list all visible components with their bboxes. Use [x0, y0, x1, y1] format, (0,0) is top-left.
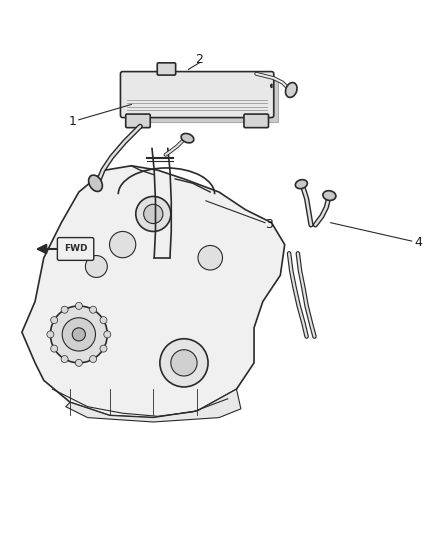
- Circle shape: [198, 246, 223, 270]
- Ellipse shape: [286, 83, 297, 98]
- Text: 2: 2: [195, 53, 203, 66]
- Circle shape: [110, 231, 136, 258]
- FancyBboxPatch shape: [244, 114, 268, 128]
- Circle shape: [51, 345, 58, 352]
- Circle shape: [144, 204, 163, 223]
- Circle shape: [51, 317, 58, 324]
- Circle shape: [89, 356, 96, 362]
- Circle shape: [104, 331, 111, 338]
- Circle shape: [75, 359, 82, 366]
- Circle shape: [100, 345, 107, 352]
- Circle shape: [72, 328, 85, 341]
- Circle shape: [85, 255, 107, 278]
- Circle shape: [100, 317, 107, 324]
- Ellipse shape: [295, 180, 307, 189]
- FancyBboxPatch shape: [120, 71, 274, 118]
- FancyBboxPatch shape: [157, 63, 176, 75]
- Circle shape: [61, 306, 68, 313]
- Ellipse shape: [181, 133, 194, 143]
- Circle shape: [75, 302, 82, 310]
- FancyBboxPatch shape: [126, 114, 150, 128]
- Circle shape: [136, 197, 171, 231]
- Text: FWD: FWD: [64, 245, 87, 254]
- Circle shape: [62, 318, 95, 351]
- FancyBboxPatch shape: [57, 238, 94, 260]
- Circle shape: [47, 331, 54, 338]
- Text: 1: 1: [68, 115, 76, 127]
- Ellipse shape: [323, 191, 336, 200]
- Ellipse shape: [88, 175, 102, 191]
- Polygon shape: [66, 389, 241, 422]
- Circle shape: [171, 350, 197, 376]
- Circle shape: [89, 306, 96, 313]
- Circle shape: [160, 339, 208, 387]
- Text: 4: 4: [414, 236, 422, 249]
- Polygon shape: [129, 80, 278, 122]
- Polygon shape: [22, 166, 285, 418]
- Circle shape: [61, 356, 68, 362]
- Circle shape: [50, 306, 107, 363]
- Text: 3: 3: [265, 219, 273, 231]
